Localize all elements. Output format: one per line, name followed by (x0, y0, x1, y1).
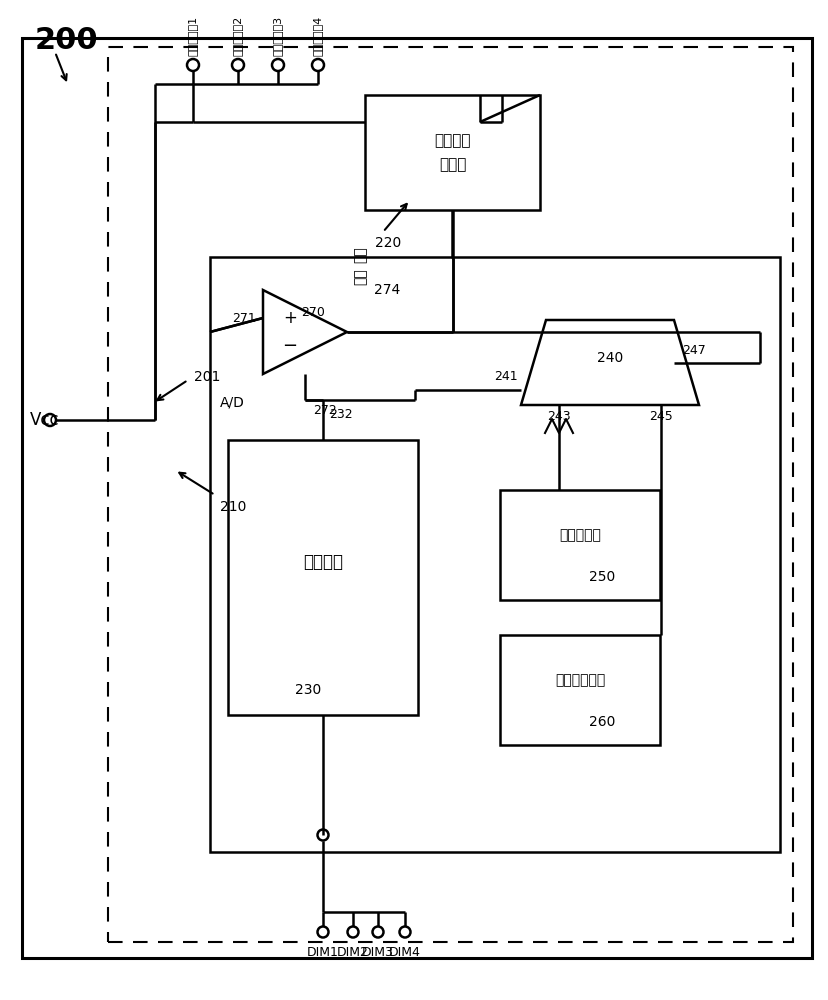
Text: 200: 200 (35, 26, 99, 55)
Text: 250: 250 (588, 570, 614, 584)
Text: 232: 232 (329, 408, 353, 422)
Text: 调制: 调制 (353, 269, 367, 285)
Text: 243: 243 (546, 410, 570, 423)
Text: 发光二极剴2: 发光二极剴2 (233, 16, 243, 56)
Text: DIM4: DIM4 (388, 946, 421, 959)
Text: 260: 260 (588, 715, 614, 729)
Text: 241: 241 (493, 370, 518, 383)
Text: 模式检测: 模式检测 (303, 554, 343, 572)
Text: 三角波产生: 三角波产生 (558, 528, 600, 542)
Text: 发光二极剴3: 发光二极剴3 (272, 16, 282, 56)
Bar (228, 440, 417, 715)
Text: 数字参考产生: 数字参考产生 (554, 673, 604, 687)
Text: 脉宽: 脉宽 (353, 247, 367, 263)
Text: 230: 230 (295, 683, 320, 697)
Text: 271: 271 (232, 312, 256, 325)
Text: 270: 270 (301, 306, 325, 318)
Bar (364, 95, 539, 210)
Text: 274: 274 (373, 283, 400, 297)
Text: 210: 210 (219, 500, 246, 514)
Text: 201: 201 (194, 370, 220, 384)
Text: DIM3: DIM3 (362, 946, 393, 959)
Text: 245: 245 (648, 410, 672, 423)
Text: 247: 247 (681, 344, 705, 357)
Text: −: − (282, 337, 297, 355)
Bar (499, 635, 659, 745)
Bar (209, 257, 779, 852)
Text: Vcc: Vcc (30, 411, 60, 429)
Text: DIM2: DIM2 (337, 946, 368, 959)
Text: 220: 220 (374, 236, 401, 250)
Text: A/D: A/D (219, 395, 244, 409)
Text: 发光二极剴1: 发光二极剴1 (188, 16, 198, 56)
Text: DIM1: DIM1 (306, 946, 339, 959)
Bar (499, 490, 659, 600)
Text: 调节器: 调节器 (438, 157, 465, 172)
Bar (108, 47, 792, 942)
Text: 恒定电流: 恒定电流 (434, 133, 470, 148)
Text: 240: 240 (596, 351, 623, 364)
Text: 272: 272 (313, 404, 336, 417)
Text: 发光二极剴4: 发光二极剴4 (313, 16, 323, 56)
Text: +: + (282, 309, 296, 327)
